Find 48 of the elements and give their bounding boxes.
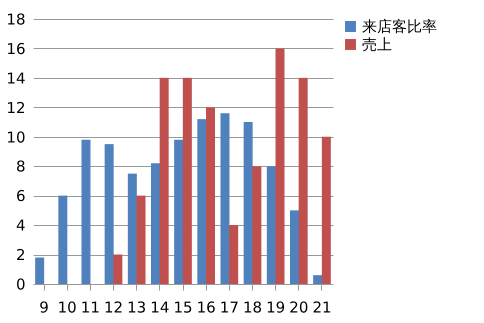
legend-label: 売上 bbox=[362, 36, 392, 54]
bar bbox=[298, 78, 308, 284]
bar bbox=[220, 113, 230, 284]
bar bbox=[322, 136, 331, 284]
bar bbox=[313, 275, 322, 284]
bar bbox=[276, 48, 285, 284]
bar bbox=[35, 258, 44, 284]
y-tick-label: 8 bbox=[16, 158, 26, 176]
x-tick-label: 21 bbox=[312, 298, 332, 316]
y-tick-label: 16 bbox=[6, 40, 26, 58]
bar bbox=[182, 78, 192, 284]
bar bbox=[113, 254, 122, 284]
y-tick-label: 2 bbox=[16, 246, 26, 264]
y-tick-label: 12 bbox=[6, 98, 26, 117]
y-tick-label: 14 bbox=[6, 69, 26, 88]
x-tick-label: 18 bbox=[242, 298, 262, 316]
bar bbox=[266, 166, 276, 284]
bar bbox=[197, 119, 206, 284]
legend-label: 来店客比率 bbox=[362, 18, 437, 36]
bar bbox=[244, 122, 253, 284]
y-tick-label: 18 bbox=[6, 10, 26, 28]
x-tick-label: 9 bbox=[39, 298, 49, 316]
bar bbox=[290, 210, 299, 284]
x-tick-label: 11 bbox=[80, 298, 100, 316]
y-tick-label: 6 bbox=[16, 187, 26, 206]
bar bbox=[206, 107, 216, 284]
bar bbox=[104, 144, 114, 284]
bar bbox=[174, 140, 184, 284]
bar bbox=[136, 196, 146, 284]
y-tick-label: 10 bbox=[6, 128, 26, 146]
y-tick-label: 4 bbox=[16, 216, 26, 235]
bar bbox=[58, 196, 68, 284]
y-tick-label: 0 bbox=[16, 276, 26, 294]
x-tick-label: 15 bbox=[173, 298, 193, 316]
x-tick-label: 16 bbox=[196, 298, 216, 316]
bar bbox=[150, 163, 160, 284]
bar bbox=[160, 78, 169, 284]
bar bbox=[229, 225, 238, 284]
x-tick-label: 13 bbox=[127, 298, 146, 316]
x-tick-label: 14 bbox=[150, 298, 170, 316]
bar bbox=[81, 140, 90, 284]
bar bbox=[252, 166, 262, 284]
x-tick-label: 17 bbox=[220, 298, 239, 316]
bar bbox=[128, 174, 137, 284]
x-tick-label: 12 bbox=[104, 298, 124, 316]
x-tick-label: 19 bbox=[266, 298, 286, 316]
x-tick-label: 20 bbox=[289, 298, 308, 316]
x-tick-label: 10 bbox=[58, 298, 77, 316]
